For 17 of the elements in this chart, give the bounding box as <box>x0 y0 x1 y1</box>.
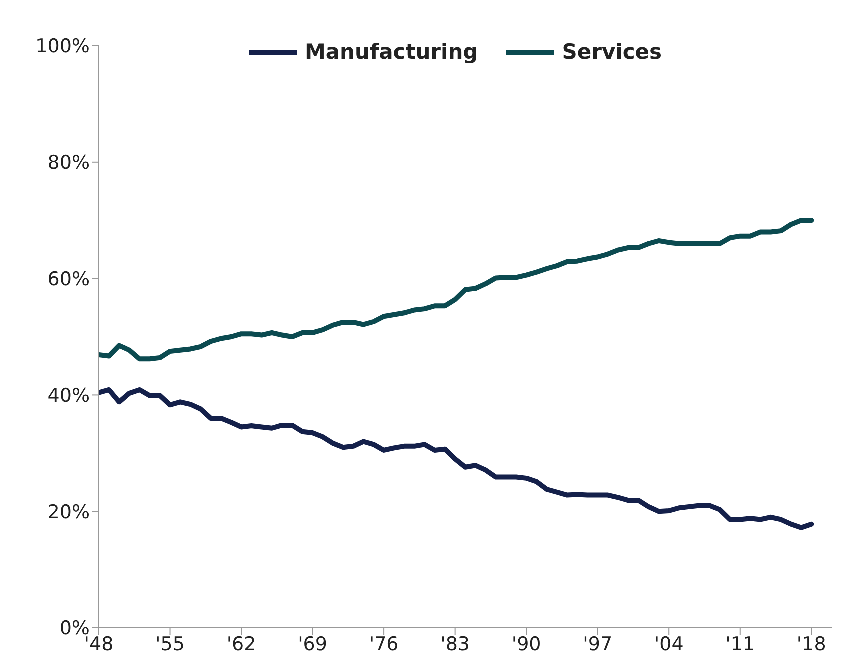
y-tick-label: 80% <box>48 152 90 174</box>
legend-label: Manufacturing <box>304 40 478 64</box>
y-tick-label: 100% <box>36 36 90 58</box>
x-tick-label: '97 <box>583 633 613 656</box>
y-tick-label: 40% <box>48 384 90 407</box>
x-tick-label: '83 <box>440 633 470 656</box>
x-tick-label: '62 <box>226 633 256 656</box>
y-tick-label: 20% <box>48 501 90 524</box>
x-tick-label: '55 <box>156 633 185 656</box>
x-tick-label: '90 <box>512 633 542 656</box>
x-tick-label: '76 <box>369 633 399 656</box>
x-tick-label: '18 <box>796 633 826 656</box>
x-tick-label: '04 <box>654 633 684 656</box>
x-tick-label: '11 <box>726 633 756 656</box>
x-tick-label: '69 <box>298 633 328 656</box>
legend-label: Services <box>562 40 662 64</box>
y-tick-label: 60% <box>48 268 90 291</box>
